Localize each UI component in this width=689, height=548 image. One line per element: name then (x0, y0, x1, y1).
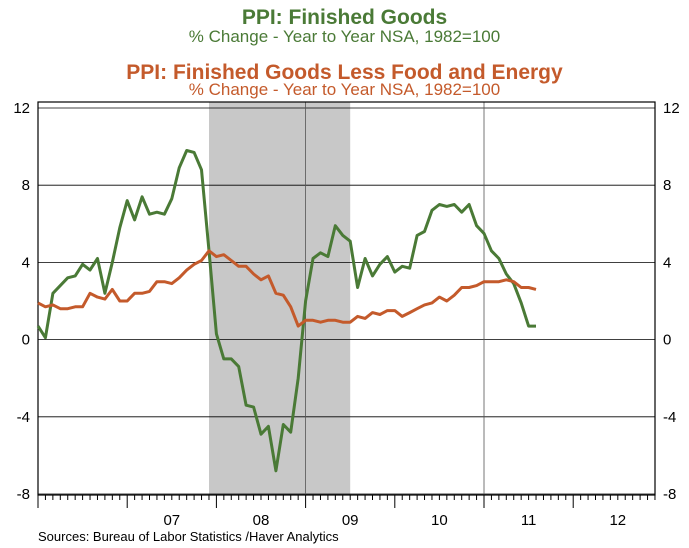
y-tick-label-left: 8 (22, 177, 30, 194)
y-tick-label-left: 4 (22, 254, 30, 271)
recession-band (208, 102, 351, 495)
y-tick-label-right: -8 (663, 486, 676, 503)
y-tick-label-right: 0 (663, 332, 671, 349)
y-tick-label-right: 12 (663, 100, 680, 117)
x-tick-label: 09 (342, 512, 359, 529)
y-tick-label-right: 8 (663, 177, 671, 194)
y-tick-label-left: 0 (22, 332, 30, 349)
y-tick-label-left: -8 (17, 486, 30, 503)
chart-subtitle-1: % Change - Year to Year NSA, 1982=100 (188, 27, 501, 46)
series-line-1 (36, 149, 536, 473)
source-note: Sources: Bureau of Labor Statistics /Hav… (38, 529, 339, 544)
y-tick-label-right: 4 (663, 254, 671, 271)
x-tick-label: 07 (163, 512, 180, 529)
x-tick-label: 10 (431, 512, 448, 529)
chart-subtitle-2: % Change - Year to Year NSA, 1982=100 (188, 80, 501, 99)
y-tick-label-left: -4 (17, 409, 30, 426)
x-tick-label: 11 (521, 512, 537, 529)
plot-area-frame (37, 101, 656, 496)
y-tick-label-left: 12 (13, 100, 30, 117)
x-tick-label: 08 (253, 512, 270, 529)
y-tick-label-right: -4 (663, 409, 676, 426)
chart-title-1: PPI: Finished Goods (241, 6, 448, 29)
x-tick-label: 12 (609, 512, 626, 529)
chart-title-2: PPI: Finished Goods Less Food and Energy (126, 61, 563, 84)
series-line-2 (37, 249, 537, 328)
